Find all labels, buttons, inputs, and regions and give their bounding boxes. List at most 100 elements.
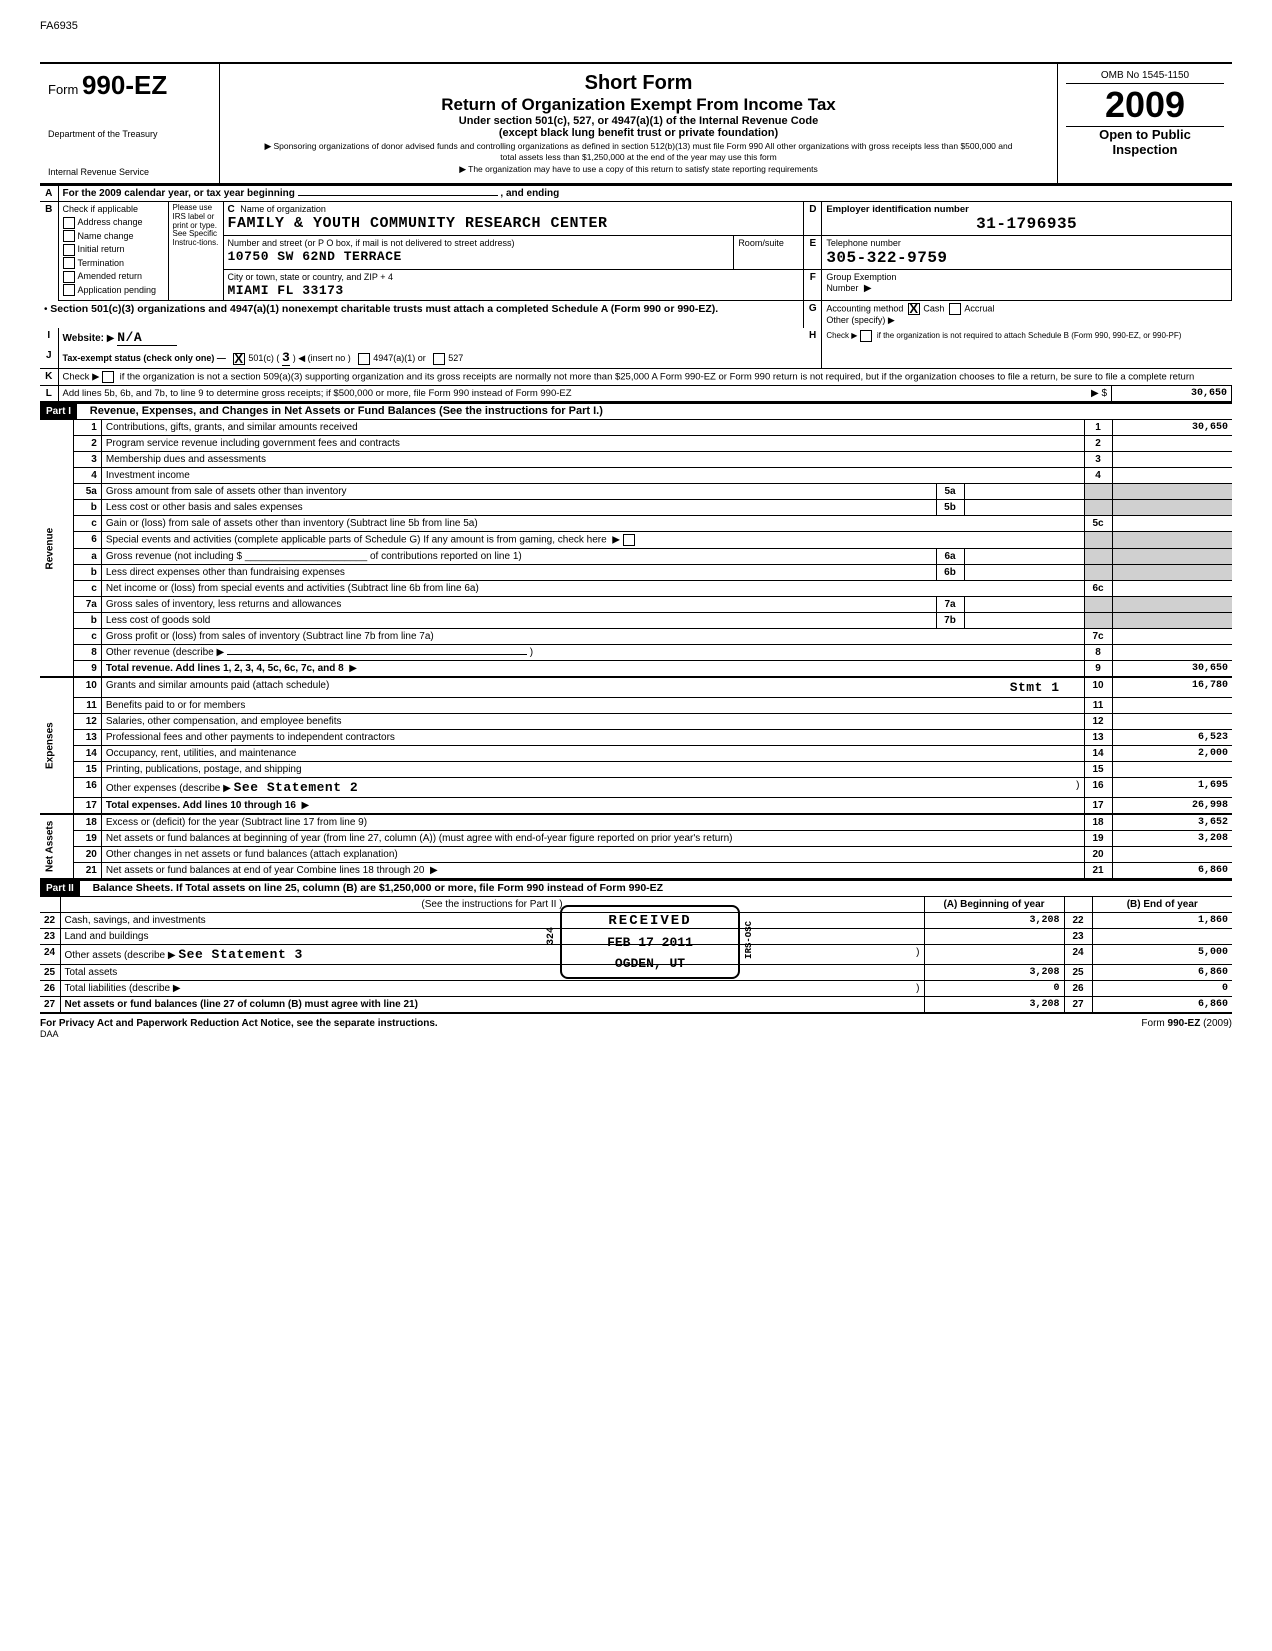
- r7a-t: Gross sales of inventory, less returns a…: [101, 597, 936, 613]
- cb-accrual[interactable]: [949, 303, 961, 315]
- r6c-r: 6c: [1084, 581, 1112, 597]
- part1-title: Revenue, Expenses, and Changes in Net As…: [80, 405, 603, 417]
- r13-r: 13: [1084, 730, 1112, 746]
- p2r26-r: 26: [1064, 981, 1092, 997]
- footer: For Privacy Act and Paperwork Reduction …: [40, 1018, 1232, 1029]
- cb-4947[interactable]: [358, 353, 370, 365]
- r21-n: 21: [86, 865, 97, 876]
- p2r26-t: Total liabilities (describe ▶: [65, 983, 181, 994]
- p2r22-n: 22: [44, 915, 55, 926]
- r19-v: 3,208: [1112, 831, 1232, 847]
- dept-irs: Internal Revenue Service: [48, 167, 211, 177]
- r2-t: Program service revenue including govern…: [101, 436, 1084, 452]
- boxF-label: Group Exemption: [826, 272, 896, 282]
- boxG-other: Other (specify): [826, 315, 885, 325]
- boxF-label2: Number: [826, 283, 858, 293]
- r7b-mid: 7b: [936, 613, 964, 629]
- dept-treasury: Department of the Treasury: [48, 129, 211, 139]
- r7b-n: b: [91, 615, 97, 626]
- r11-t: Benefits paid to or for members: [101, 698, 1084, 714]
- open-public1: Open to Public: [1066, 127, 1224, 142]
- cb-name[interactable]: [63, 230, 75, 242]
- r6a-n: a: [91, 551, 97, 562]
- p2r24-r: 24: [1064, 945, 1092, 965]
- 501c-insert: ) ◀ (insert no ): [293, 353, 351, 363]
- cb-cash-label: Cash: [923, 303, 944, 313]
- r3-t: Membership dues and assessments: [101, 452, 1084, 468]
- cb-K[interactable]: [102, 371, 114, 383]
- r5c-r: 5c: [1084, 516, 1112, 532]
- identity-block: A For the 2009 calendar year, or tax yea…: [40, 185, 1232, 403]
- r5b-n: b: [91, 502, 97, 513]
- lineA-text: For the 2009 calendar year, or tax year …: [63, 188, 295, 199]
- r8-n: 8: [91, 647, 97, 658]
- r6-t: Special events and activities (complete …: [106, 535, 607, 546]
- r1-r: 1: [1084, 420, 1112, 436]
- lineK-text: if the organization is not a section 509…: [120, 372, 1195, 383]
- r11-r: 11: [1084, 698, 1112, 714]
- r19-n: 19: [86, 833, 97, 844]
- part2-title: Balance Sheets. If Total assets on line …: [83, 882, 664, 894]
- r15-t: Printing, publications, postage, and shi…: [101, 762, 1084, 778]
- form-no: 990-EZ: [82, 70, 167, 100]
- r10-v: 16,780: [1112, 677, 1232, 698]
- r7a-mid: 7a: [936, 597, 964, 613]
- cb-term-label: Termination: [78, 258, 125, 268]
- boxJ-label: Tax-exempt status (check only one) —: [63, 353, 226, 363]
- boxH-text: if the organization is not required to a…: [877, 331, 1182, 340]
- org-name: FAMILY & YOUTH COMMUNITY RESEARCH CENTER: [228, 215, 608, 232]
- irs-label-note: Please use IRS label or print or type. S…: [168, 202, 223, 301]
- r5a-n: 5a: [86, 486, 97, 497]
- r14-t: Occupancy, rent, utilities, and maintena…: [101, 746, 1084, 762]
- colA-hdr: (A) Beginning of year: [943, 899, 1044, 910]
- p2r25-n: 25: [44, 967, 55, 978]
- cb-term[interactable]: [63, 257, 75, 269]
- lineA-text2: , and ending: [500, 188, 559, 199]
- cb-schedB[interactable]: [860, 330, 872, 342]
- cb-amended-label: Amended return: [78, 271, 143, 281]
- footer-left: For Privacy Act and Paperwork Reduction …: [40, 1018, 438, 1029]
- cb-cash[interactable]: [908, 303, 920, 315]
- title-shortform: Short Form: [228, 72, 1049, 95]
- p2r25-r: 25: [1064, 965, 1092, 981]
- cb-address-label: Address change: [78, 217, 143, 227]
- r6a-mid: 6a: [936, 549, 964, 565]
- cb-527[interactable]: [433, 353, 445, 365]
- subtitle2: (except black lung benefit trust or priv…: [499, 127, 778, 139]
- cb-name-label: Name change: [78, 231, 134, 241]
- r14-r: 14: [1084, 746, 1112, 762]
- p2r22-t: Cash, savings, and investments: [60, 913, 924, 929]
- p2r26-n: 26: [44, 983, 55, 994]
- r9-n: 9: [91, 663, 97, 674]
- title-return: Return of Organization Exempt From Incom…: [228, 95, 1049, 115]
- 4947-label: 4947(a)(1) or: [373, 353, 426, 363]
- p2r27-a: 3,208: [924, 997, 1064, 1014]
- r7b-t: Less cost of goods sold: [101, 613, 936, 629]
- r3-r: 3: [1084, 452, 1112, 468]
- 501c-label: 501(c) (: [248, 353, 279, 363]
- ein-value: 31-1796935: [826, 215, 1227, 233]
- stamp-side: IRS-OSC: [744, 921, 754, 959]
- r9-t: Total revenue. Add lines 1, 2, 3, 4, 5c,…: [106, 663, 344, 674]
- r10-stmt: Stmt 1: [1010, 680, 1060, 695]
- cb-pending[interactable]: [63, 284, 75, 296]
- p2r22-a: 3,208: [924, 913, 1064, 929]
- footer-right-pre: Form: [1141, 1018, 1167, 1029]
- r12-n: 12: [86, 716, 97, 727]
- cb-amended[interactable]: [63, 271, 75, 283]
- cb-accrual-label: Accrual: [964, 303, 994, 313]
- lineL-text: Add lines 5b, 6b, and 7b, to line 9 to d…: [58, 386, 822, 403]
- cb-gaming[interactable]: [623, 534, 635, 546]
- cb-address[interactable]: [63, 217, 75, 229]
- r1-n: 1: [91, 422, 97, 433]
- r6b-n: b: [91, 567, 97, 578]
- r6c-n: c: [91, 583, 97, 594]
- cb-initial[interactable]: [63, 244, 75, 256]
- p2r23-t: Land and buildings: [60, 929, 924, 945]
- tiny-note1: Sponsoring organizations of donor advise…: [258, 141, 1019, 162]
- r20-r: 20: [1084, 847, 1112, 863]
- cb-501c[interactable]: [233, 353, 245, 365]
- r9-r: 9: [1084, 661, 1112, 678]
- part2-sub: (See the instructions for Part II ): [60, 897, 924, 913]
- r3-n: 3: [91, 454, 97, 465]
